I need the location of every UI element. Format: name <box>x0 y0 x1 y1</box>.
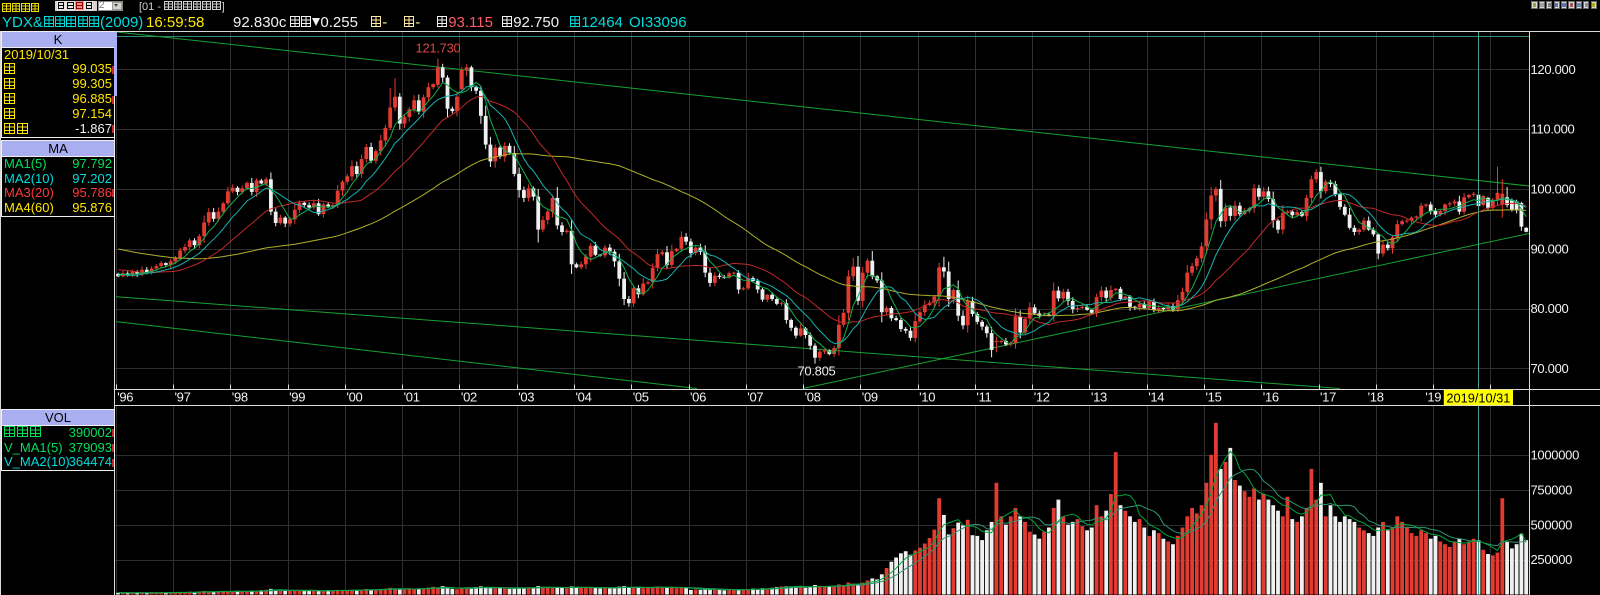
svg-text:'08: '08 <box>805 390 821 405</box>
svg-text:'03: '03 <box>518 390 534 405</box>
svg-text:'14: '14 <box>1148 390 1164 405</box>
svg-text:'18: '18 <box>1368 390 1384 405</box>
svg-text:'12: '12 <box>1034 390 1050 405</box>
svg-text:'04: '04 <box>576 390 592 405</box>
svg-text:120.000: 120.000 <box>1531 62 1576 77</box>
svg-text:110.000: 110.000 <box>1531 122 1575 137</box>
svg-text:'13: '13 <box>1091 390 1107 405</box>
svg-text:'15: '15 <box>1206 390 1222 405</box>
svg-text:70.805: 70.805 <box>798 364 836 379</box>
svg-text:70.000: 70.000 <box>1531 361 1569 376</box>
svg-text:2019/10/31: 2019/10/31 <box>1446 390 1510 405</box>
svg-text:'98: '98 <box>232 390 248 405</box>
svg-text:1000000: 1000000 <box>1531 448 1580 463</box>
svg-text:'99: '99 <box>289 390 305 405</box>
svg-text:'97: '97 <box>175 390 191 405</box>
svg-text:'07: '07 <box>747 390 763 405</box>
svg-text:'96: '96 <box>117 390 133 405</box>
svg-text:250000: 250000 <box>1531 552 1573 567</box>
svg-text:'05: '05 <box>633 390 649 405</box>
svg-text:'02: '02 <box>461 390 477 405</box>
svg-text:'17: '17 <box>1320 390 1336 405</box>
svg-text:750000: 750000 <box>1531 482 1573 497</box>
svg-text:'09: '09 <box>862 390 878 405</box>
svg-text:'10: '10 <box>919 390 935 405</box>
svg-text:'19: '19 <box>1425 390 1441 405</box>
svg-text:'01: '01 <box>404 390 420 405</box>
svg-text:121.730: 121.730 <box>416 41 461 56</box>
svg-text:500000: 500000 <box>1531 517 1573 532</box>
svg-text:'00: '00 <box>346 390 362 405</box>
svg-text:100.000: 100.000 <box>1531 182 1576 197</box>
svg-text:90.000: 90.000 <box>1531 241 1569 256</box>
svg-text:'06: '06 <box>690 390 706 405</box>
svg-text:'16: '16 <box>1263 390 1279 405</box>
svg-text:80.000: 80.000 <box>1531 301 1569 316</box>
svg-text:'11: '11 <box>976 390 991 405</box>
